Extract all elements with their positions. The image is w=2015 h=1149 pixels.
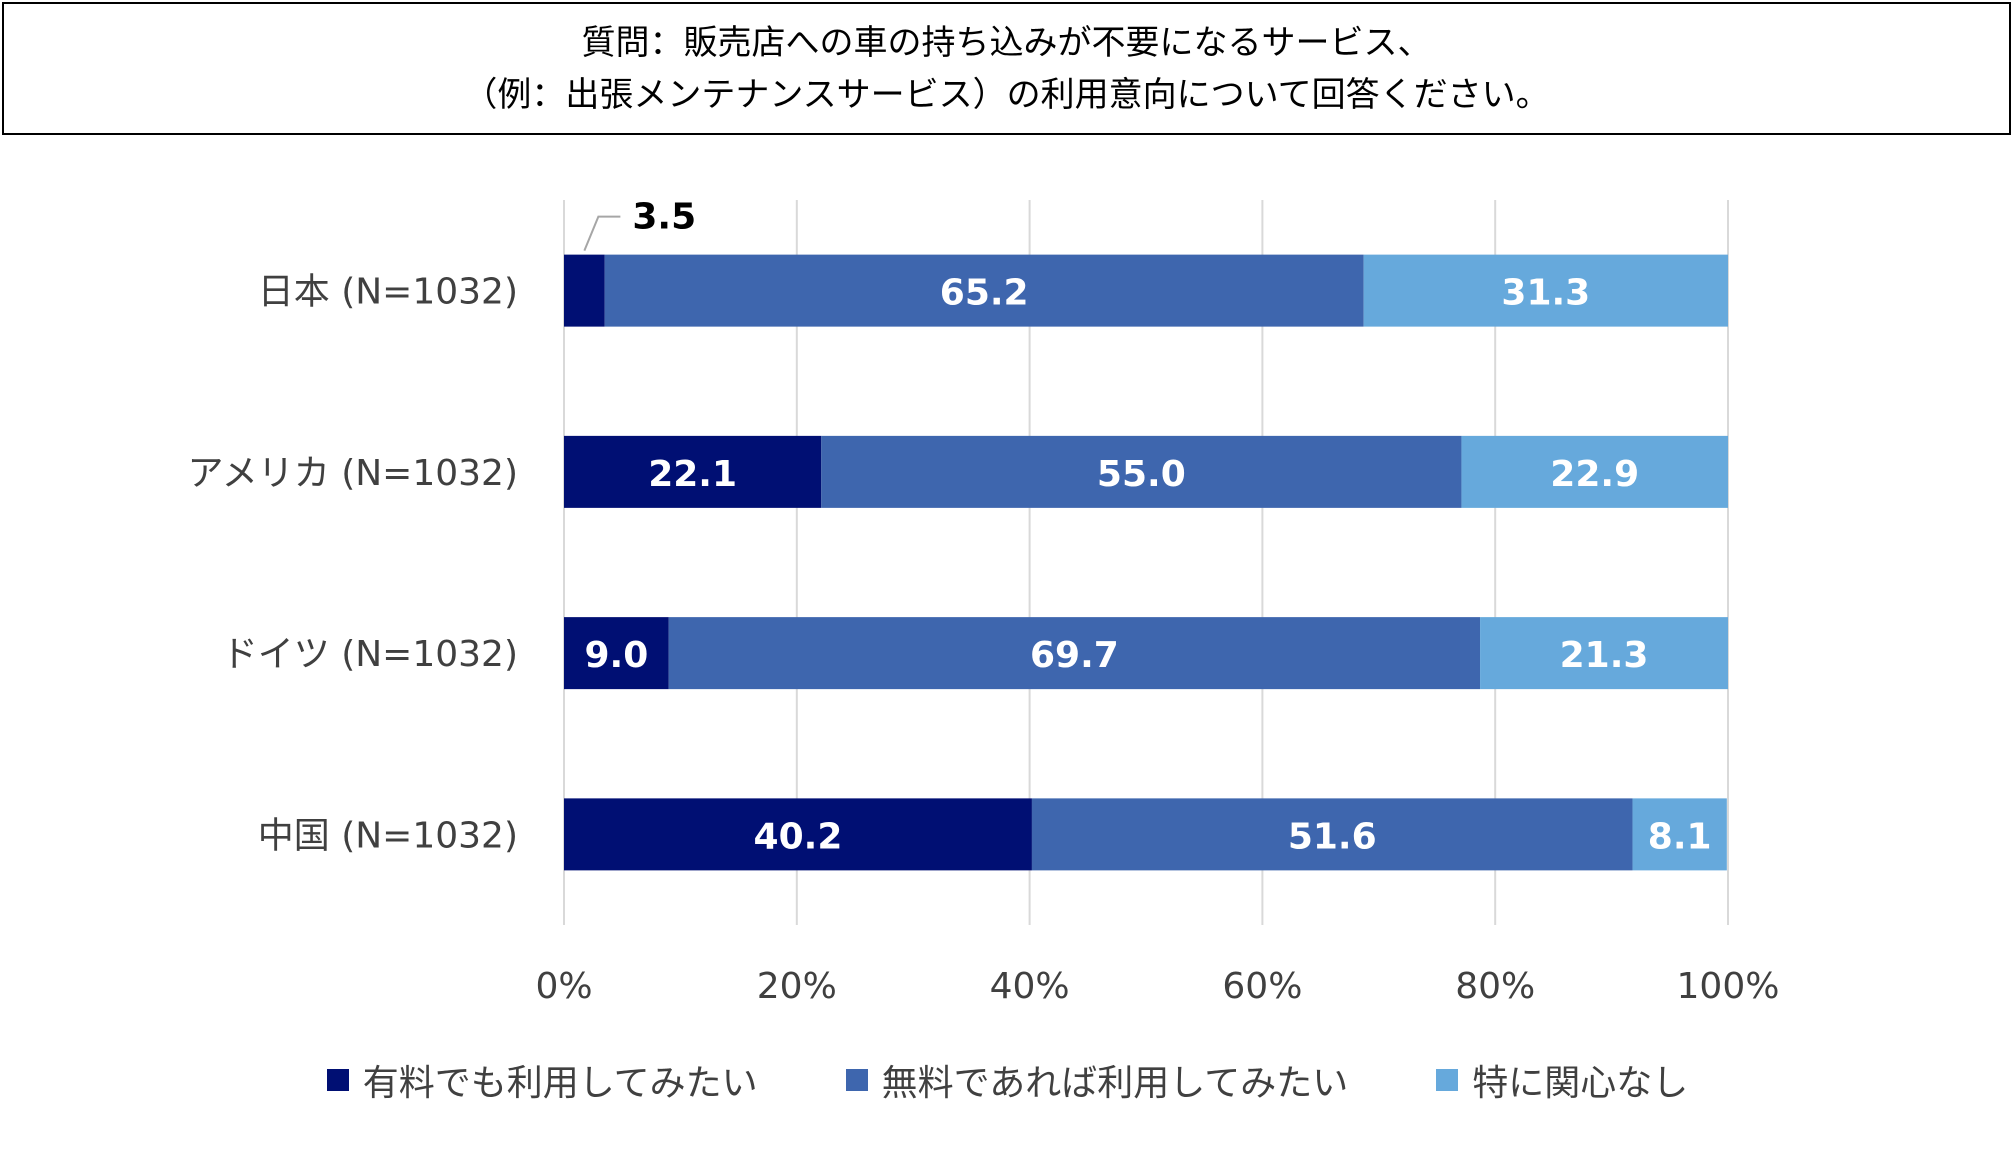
x-tick-label: 60% — [1222, 966, 1302, 1007]
x-tick-label: 20% — [757, 966, 837, 1007]
bar-segment — [1363, 254, 1728, 327]
bar-segment — [564, 798, 1032, 871]
data-label: 65.2 — [940, 273, 1029, 314]
data-label: 40.2 — [754, 816, 843, 857]
bar-segment — [564, 435, 822, 508]
question-line-2: （例：出張メンテナンスサービス）の利用意向について回答ください。 — [463, 74, 1550, 115]
legend-swatch-none — [1436, 1069, 1459, 1091]
question-line-1: 質問：販売店への車の持ち込みが不要になるサービス、 — [581, 22, 1432, 63]
legend-label-none: 特に関心なし — [1472, 1063, 1689, 1104]
data-label: 51.6 — [1288, 816, 1377, 857]
data-label-leader — [583, 215, 621, 252]
x-tick-label: 80% — [1455, 966, 1535, 1007]
bar-segment — [1461, 435, 1728, 508]
bar-segment — [564, 617, 669, 690]
category-label: ドイツ (N=1032) — [222, 634, 518, 675]
bar-segment — [1632, 798, 1727, 871]
data-label: 22.1 — [648, 454, 737, 495]
legend-item-free: 無料であれば利用してみたい — [845, 1054, 1349, 1106]
data-label: 21.3 — [1560, 635, 1649, 676]
legend-item-none: 特に関心なし — [1436, 1054, 1688, 1106]
chart-legend: 有料でも利用してみたい 無料であれば利用してみたい 特に関心なし — [0, 1050, 2015, 1110]
bar-segment — [604, 254, 1364, 327]
legend-swatch-free — [845, 1069, 868, 1091]
x-tick-label: 100% — [1677, 966, 1780, 1007]
data-label: 9.0 — [584, 635, 648, 676]
x-tick-label: 40% — [990, 966, 1070, 1007]
data-label: 31.3 — [1501, 273, 1590, 314]
bar-segment — [1031, 798, 1633, 871]
data-label: 69.7 — [1030, 635, 1119, 676]
legend-item-paid: 有料でも利用してみたい — [326, 1054, 758, 1106]
data-label: 55.0 — [1097, 454, 1186, 495]
question-box: 質問：販売店への車の持ち込みが不要になるサービス、 （例：出張メンテナンスサービ… — [2, 2, 2011, 135]
bar-segment — [821, 435, 1462, 508]
category-label: 日本 (N=1032) — [258, 272, 518, 313]
x-tick-label: 0% — [535, 966, 592, 1007]
bar-segment — [1480, 617, 1728, 690]
data-label: 22.9 — [1550, 454, 1639, 495]
legend-swatch-paid — [326, 1069, 349, 1091]
data-label: 3.5 — [632, 197, 696, 238]
category-label: 中国 (N=1032) — [258, 815, 518, 856]
bar-segment — [564, 254, 605, 327]
bar-segment — [668, 617, 1481, 690]
category-label: アメリカ (N=1032) — [188, 453, 518, 494]
data-label: 8.1 — [1648, 816, 1712, 857]
legend-label-free: 無料であれば利用してみたい — [881, 1063, 1349, 1104]
legend-label-paid: 有料でも利用してみたい — [362, 1063, 758, 1104]
